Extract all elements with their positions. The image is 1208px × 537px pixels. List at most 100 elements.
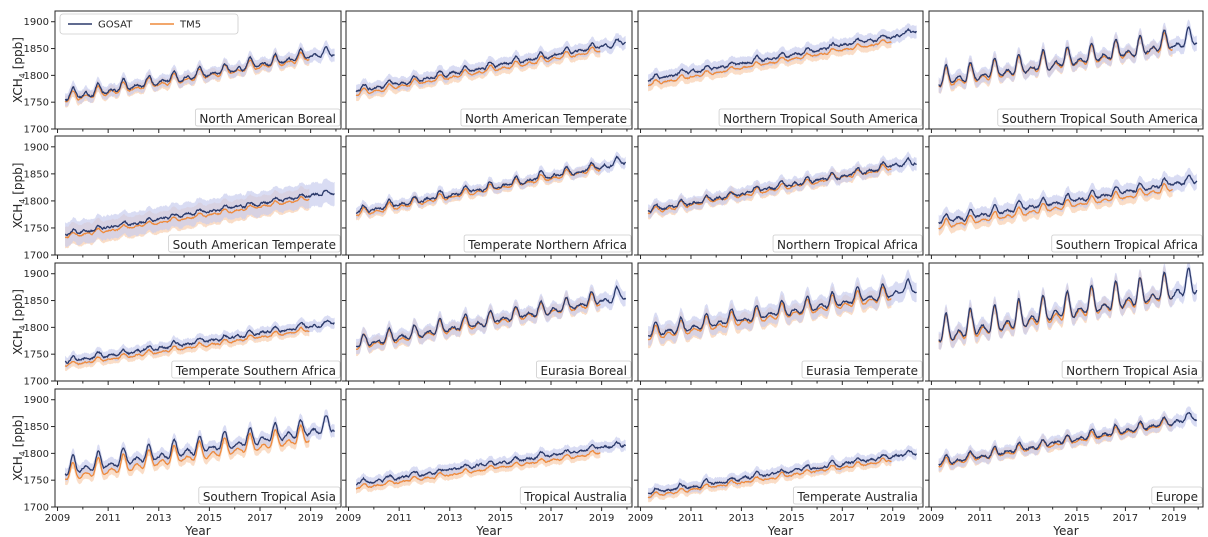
region-label: Temperate Southern Africa xyxy=(175,364,336,378)
region-label-box xyxy=(718,108,923,127)
x-tick-label: 2009 xyxy=(45,513,70,524)
region-label-box xyxy=(463,234,632,253)
region-label: North American Boreal xyxy=(199,112,336,126)
y-tick-label: 1800 xyxy=(24,323,49,334)
region-label-box xyxy=(171,360,341,379)
x-tick-label: 2019 xyxy=(589,513,614,524)
x-tick-label: 2013 xyxy=(1016,513,1041,524)
panel-10: Eurasia Boreal xyxy=(342,262,633,385)
x-tick-label: 2015 xyxy=(779,513,804,524)
panel-7: Northern Tropical Africa xyxy=(634,135,924,259)
tm5-line xyxy=(355,292,601,350)
panel-6: Temperate Northern Africa xyxy=(342,135,633,259)
region-label-box xyxy=(1051,234,1203,253)
gosat-line xyxy=(64,45,335,102)
x-tick-label: 2015 xyxy=(1064,513,1089,524)
y-tick-label: 1700 xyxy=(24,251,49,262)
x-tick-label: 2011 xyxy=(386,513,411,524)
tm5-line xyxy=(64,51,310,103)
region-label-box xyxy=(536,360,632,379)
x-tick-label: 2015 xyxy=(488,513,513,524)
gosat-line xyxy=(648,277,917,338)
x-axis-label: Year xyxy=(767,524,793,537)
y-tick-label: 1800 xyxy=(24,449,49,460)
x-tick-label: 2011 xyxy=(678,513,703,524)
gosat-line xyxy=(938,26,1198,88)
tm5-line xyxy=(355,46,601,96)
tm5-line xyxy=(64,326,310,368)
x-tick-label: 2011 xyxy=(967,513,992,524)
region-label: North American Temperate xyxy=(465,112,627,126)
y-tick-label: 1800 xyxy=(24,196,49,207)
region-label: Southern Tropical Africa xyxy=(1056,238,1198,252)
region-label-box xyxy=(801,360,923,379)
panel-frame xyxy=(54,388,342,508)
tm5-line xyxy=(938,182,1173,230)
region-label: South American Temperate xyxy=(173,238,336,252)
panel-frame xyxy=(928,10,1204,130)
y-tick-label: 1900 xyxy=(24,142,49,153)
legend-label-gosat: GOSAT xyxy=(98,20,133,31)
x-tick-label: 2011 xyxy=(95,513,120,524)
panel-8: Southern Tropical Africa xyxy=(925,135,1204,259)
panel-13: Southern Tropical Asia 1700 1750 1800 1850 19… xyxy=(11,388,342,537)
panel-frame xyxy=(928,262,1204,382)
tm5-line xyxy=(355,450,601,490)
y-tick-label: 1850 xyxy=(24,44,49,55)
y-axis-label: XCH4 [ppb] xyxy=(11,37,27,103)
gosat-line xyxy=(65,189,335,237)
gosat-uncertainty-band xyxy=(65,409,335,482)
x-tick-label: 2017 xyxy=(830,513,855,524)
y-tick-label: 1800 xyxy=(24,71,49,82)
x-axis-label: Year xyxy=(1052,524,1078,537)
x-tick-label: 2019 xyxy=(298,513,323,524)
gosat-line xyxy=(64,319,335,365)
panel-frame xyxy=(54,10,342,130)
y-tick-label: 1700 xyxy=(24,125,49,136)
region-label: Southern Tropical Asia xyxy=(203,490,336,504)
x-tick-label: 2013 xyxy=(437,513,462,524)
panel-frame xyxy=(928,388,1204,508)
y-tick-label: 1750 xyxy=(24,476,49,487)
x-tick-label: 2017 xyxy=(538,513,563,524)
y-tick-label: 1900 xyxy=(24,17,49,28)
region-label-box xyxy=(772,234,923,253)
region-label: Eurasia Temperate xyxy=(806,364,918,378)
region-label: Southern Tropical South America xyxy=(1002,112,1198,126)
x-axis-label: Year xyxy=(184,524,210,537)
panel-frame xyxy=(928,135,1204,256)
x-tick-label: 2013 xyxy=(146,513,171,524)
region-label-box xyxy=(194,108,341,127)
gosat-line xyxy=(355,155,627,215)
panel-15: Temperate Australia 2009 2011 2013 2015 2017 2… xyxy=(628,388,924,537)
panel-12: Northern Tropical Asia xyxy=(925,262,1204,385)
region-label-box xyxy=(1061,360,1203,379)
y-tick-label: 1750 xyxy=(24,98,49,109)
y-tick-label: 1900 xyxy=(24,269,49,280)
panel-frame xyxy=(54,262,342,382)
tm5-line xyxy=(64,423,310,480)
y-tick-label: 1750 xyxy=(24,223,49,234)
panel-5: South American Temperate 1700 1750 1800 1850… xyxy=(11,135,342,262)
region-label-box xyxy=(519,486,632,505)
panel-11: Eurasia Temperate xyxy=(634,262,924,385)
y-axis-label: XCH4 [ppb] xyxy=(11,289,27,355)
region-label-box xyxy=(460,108,632,127)
x-tick-label: 2015 xyxy=(197,513,222,524)
panel-14: Tropical Australia 2009 2011 2013 2015 2017 20… xyxy=(336,388,633,537)
region-label-box xyxy=(1151,486,1203,505)
gosat-uncertainty-band xyxy=(648,151,917,219)
panel-frame xyxy=(637,388,924,508)
gosat-uncertainty-band xyxy=(648,269,917,346)
gosat-line xyxy=(647,156,917,214)
region-label-box xyxy=(792,486,923,505)
panel-frame xyxy=(637,135,924,256)
x-tick-label: 2009 xyxy=(919,513,944,524)
y-tick-label: 1850 xyxy=(24,296,49,307)
panel-9: Temperate Southern Africa 1700 1750 1800 185… xyxy=(11,262,342,388)
panel-3: Northern Tropical South America xyxy=(634,10,924,133)
x-tick-label: 2017 xyxy=(247,513,272,524)
tm5-line xyxy=(647,286,892,341)
x-tick-label: 2019 xyxy=(880,513,905,524)
